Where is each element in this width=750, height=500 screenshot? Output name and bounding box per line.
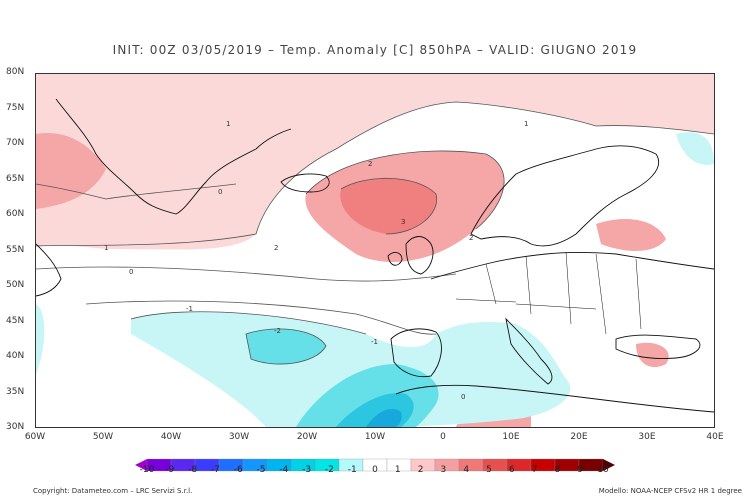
colorbar-label: -4 xyxy=(279,465,289,475)
europe-coast xyxy=(430,252,714,280)
contour-line xyxy=(305,150,505,230)
colorbar-segment xyxy=(434,458,460,472)
contour-label: -1 xyxy=(186,305,193,313)
colorbar-label: -5 xyxy=(256,465,266,475)
negative-anomaly-region xyxy=(36,304,45,374)
longitude-label: 40W xyxy=(160,432,182,442)
positive-anomaly-region xyxy=(340,178,437,234)
colorbar-label: 5 xyxy=(486,465,492,475)
longitude-label: 0 xyxy=(440,432,446,442)
contour-line xyxy=(245,328,327,365)
contour-line xyxy=(85,300,437,335)
longitude-label: 10E xyxy=(502,432,520,442)
colorbar-arrow-right xyxy=(603,459,615,471)
colorbar-label: -1 xyxy=(347,465,357,475)
contour-line xyxy=(130,311,367,335)
iceland-coast xyxy=(280,173,330,193)
ireland-coast xyxy=(387,252,403,266)
contour-line xyxy=(36,266,457,282)
contour-label: 0 xyxy=(129,268,133,276)
colorbar-label: -6 xyxy=(233,465,243,475)
latitude-label: 60N xyxy=(6,209,25,219)
negative-anomaly-region xyxy=(131,311,571,427)
colorbar-label: -10 xyxy=(139,465,155,475)
colorbar-label: -8 xyxy=(188,465,198,475)
italy-coast xyxy=(505,317,553,385)
longitude-label: 30E xyxy=(638,432,656,442)
anomaly-colorbar xyxy=(135,458,615,472)
borders xyxy=(455,251,642,335)
longitude-label: 50W xyxy=(92,432,114,442)
latitude-label: 70N xyxy=(6,138,25,148)
colorbar-label: 8 xyxy=(554,465,561,475)
latitude-label: 75N xyxy=(6,102,25,113)
latitude-label: 45N xyxy=(6,315,25,326)
colorbar-label: -2 xyxy=(324,465,334,475)
longitude-label: 40E xyxy=(706,432,724,442)
negative-anomaly-region xyxy=(246,328,326,365)
contour-label: -1 xyxy=(371,338,378,346)
britain-coast xyxy=(405,236,434,275)
colorbar-label: 0 xyxy=(372,465,378,475)
contour-label: 2 xyxy=(274,244,278,252)
colorbar-label: -7 xyxy=(210,465,220,475)
colorbar-label: -3 xyxy=(302,465,312,475)
contour-label: 3 xyxy=(401,218,405,226)
iberia-coast xyxy=(390,328,442,378)
anomaly-map: 1 2 3 2 1 0 -1 -2 0 -1 2 1 0 xyxy=(35,73,715,428)
longitude-label: 30W xyxy=(228,432,250,442)
contour-label: 1 xyxy=(226,120,230,128)
colorbar-label: 10 xyxy=(597,465,609,475)
contour-label: 0 xyxy=(218,188,222,196)
contour-label: 1 xyxy=(524,120,528,128)
contour-label: 0 xyxy=(461,393,465,401)
colorbar-label: -9 xyxy=(165,465,175,475)
longitude-label: 20W xyxy=(296,432,318,442)
contour-line xyxy=(340,177,438,235)
anomaly-fills xyxy=(36,74,714,427)
latitude-label: 40N xyxy=(6,351,25,361)
positive-anomaly-region xyxy=(36,74,714,250)
map-title: INIT: 00Z 03/05/2019 – Temp. Anomaly [C]… xyxy=(112,43,638,57)
coastlines xyxy=(36,98,714,413)
colorbar-label: 9 xyxy=(577,465,584,475)
colorbar-label: 7 xyxy=(531,465,538,475)
colorbar-label: 6 xyxy=(508,465,515,475)
africa-coast xyxy=(395,384,714,413)
turkey-coast xyxy=(615,334,701,359)
positive-anomaly-region xyxy=(636,342,669,368)
colorbar-label: 1 xyxy=(394,465,401,475)
latitude-label: 30N xyxy=(6,422,25,432)
model-text: Modello: NOAA-NCEP CFSv2 HR 1 degree xyxy=(598,487,742,495)
latitude-label: 65N xyxy=(6,173,25,184)
colorbar-label: 2 xyxy=(417,465,424,475)
negative-anomaly-region xyxy=(366,408,402,427)
greenland-coast xyxy=(55,98,292,215)
latitude-label: 50N xyxy=(6,280,25,290)
latitude-label: 55N xyxy=(6,244,25,255)
contour-labels: 1 2 3 2 1 0 -1 -2 0 -1 2 1 0 xyxy=(104,120,528,401)
positive-anomaly-region xyxy=(36,133,106,209)
longitude-label: 60W xyxy=(24,432,46,442)
colorbar-arrow-left xyxy=(135,459,147,471)
negative-anomaly-region xyxy=(676,132,714,165)
contour-label: 2 xyxy=(368,160,372,168)
colorbar-label: 3 xyxy=(440,465,447,475)
latitude-label: 35N xyxy=(6,386,25,397)
positive-anomaly-region xyxy=(596,219,666,251)
contour-label: 1 xyxy=(104,244,108,252)
contour-lines xyxy=(36,101,714,365)
latitude-label: 80N xyxy=(6,67,25,77)
scandinavia-coast xyxy=(470,145,660,247)
copyright-text: Copyright: Datameteo.com – LRC Servizi S… xyxy=(33,487,193,495)
canada-coast xyxy=(36,243,62,297)
contour-label: -2 xyxy=(274,327,281,335)
contour-line xyxy=(36,101,714,247)
contour-label: 2 xyxy=(469,234,473,242)
colorbar-label: 4 xyxy=(463,465,470,475)
longitude-label: 20E xyxy=(570,432,588,442)
longitude-label: 10W xyxy=(364,432,386,442)
